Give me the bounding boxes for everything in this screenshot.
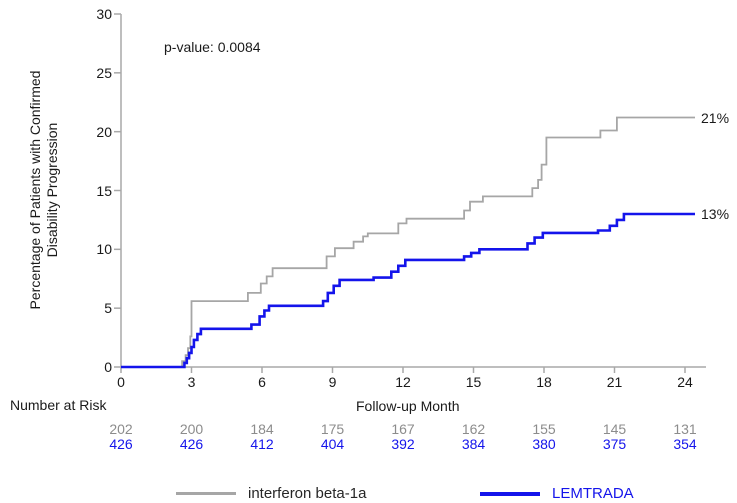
- risk-value-interferon: 167: [391, 421, 415, 437]
- p-value-annotation: p-value: 0.0084: [164, 39, 261, 55]
- curve-end-label-interferon: 21%: [701, 109, 730, 126]
- y-axis-title-line1: Percentage of Patients with Confirmed: [27, 70, 43, 310]
- y-tick-label: 10: [96, 241, 112, 258]
- risk-value-lemtrada: 426: [109, 436, 133, 452]
- risk-value-interferon: 202: [109, 421, 133, 437]
- risk-value-interferon: 200: [179, 421, 204, 437]
- curve-interferon: [121, 116, 695, 368]
- x-tick-label: 12: [395, 374, 411, 390]
- risk-value-lemtrada: 404: [320, 436, 345, 452]
- number-at-risk-label: Number at Risk: [10, 397, 107, 413]
- risk-value-interferon: 131: [673, 421, 697, 437]
- risk-value-lemtrada: 354: [673, 436, 697, 452]
- legend: interferon beta-1a LEMTRADA: [0, 482, 737, 502]
- curve-end-label-lemtrada: 13%: [701, 206, 730, 223]
- y-tick-label: 15: [96, 182, 112, 199]
- legend-line-lemtrada: [480, 492, 540, 496]
- x-tick-label: 0: [117, 374, 125, 390]
- risk-value-lemtrada: 392: [391, 436, 415, 452]
- legend-label-lemtrada: LEMTRADA: [552, 485, 634, 502]
- x-tick-label: 18: [536, 374, 552, 390]
- risk-value-lemtrada: 426: [179, 436, 204, 452]
- legend-label-interferon: interferon beta-1a: [248, 485, 367, 502]
- x-tick-label: 9: [328, 374, 337, 390]
- x-tick-label: 15: [465, 374, 482, 390]
- risk-value-lemtrada: 380: [532, 436, 556, 452]
- risk-value-interferon: 162: [461, 421, 486, 437]
- y-axis-title: Percentage of Patients with Confirmed Di…: [27, 20, 61, 360]
- risk-value-lemtrada: 412: [250, 436, 274, 452]
- risk-value-interferon: 155: [532, 421, 556, 437]
- x-axis-title: Follow-up Month: [356, 398, 460, 414]
- y-tick-label: 5: [104, 300, 112, 317]
- y-tick-label: 0: [104, 359, 112, 375]
- risk-value-interferon: 184: [250, 421, 274, 437]
- risk-value-lemtrada: 384: [461, 436, 486, 452]
- x-tick-label: 21: [606, 374, 623, 390]
- risk-value-interferon: 175: [320, 421, 345, 437]
- x-tick-label: 3: [187, 374, 196, 390]
- risk-value-interferon: 145: [602, 421, 627, 437]
- risk-value-lemtrada: 375: [602, 436, 627, 452]
- x-tick-label: 6: [258, 374, 266, 390]
- y-axis-title-line2: Disability Progression: [44, 122, 60, 258]
- curve-lemtrada: [121, 212, 695, 369]
- y-tick-label: 30: [96, 6, 112, 22]
- y-tick-label: 20: [96, 123, 112, 140]
- legend-line-interferon: [176, 492, 236, 495]
- y-tick-label: 25: [96, 64, 112, 81]
- x-tick-label: 24: [677, 374, 693, 390]
